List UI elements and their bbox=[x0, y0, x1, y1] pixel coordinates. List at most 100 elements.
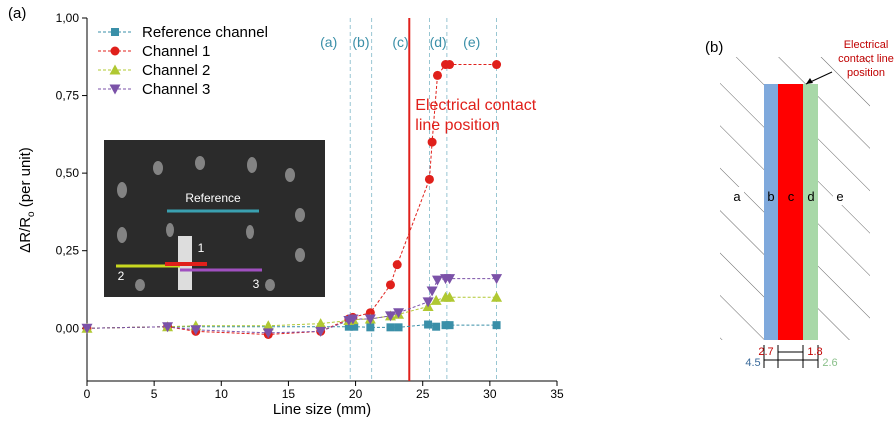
series-line bbox=[86, 278, 497, 334]
legend-label: Channel 2 bbox=[142, 62, 210, 79]
marker bbox=[491, 274, 503, 285]
y-axis-title-tail: (per unit) bbox=[17, 147, 34, 211]
dimension-label: 1.8 bbox=[807, 346, 822, 358]
dimension-label: 4.5 bbox=[745, 357, 760, 369]
x-tick-label: 0 bbox=[84, 387, 91, 401]
arrow-head bbox=[806, 78, 813, 84]
marker bbox=[262, 328, 274, 339]
region-label: (d) bbox=[430, 34, 447, 50]
marker bbox=[430, 294, 442, 305]
marker bbox=[81, 323, 93, 334]
marker bbox=[427, 137, 437, 147]
x-tick-label: 25 bbox=[416, 387, 430, 401]
diagram-annotation: contact line bbox=[838, 53, 894, 65]
label-bg bbox=[833, 187, 847, 205]
inset-label: 1 bbox=[198, 241, 205, 255]
marker bbox=[385, 280, 395, 290]
inset-label: 3 bbox=[253, 277, 260, 291]
marker bbox=[364, 314, 376, 325]
diagram-annotation: Electrical bbox=[844, 39, 889, 51]
x-tick-label: 5 bbox=[151, 387, 158, 401]
inset-background bbox=[104, 140, 325, 297]
inset-photo: Reference 1 2 3 bbox=[104, 140, 325, 297]
y-tick-label: 0,00 bbox=[56, 321, 80, 335]
legend-marker bbox=[109, 64, 121, 75]
marker bbox=[492, 60, 502, 70]
series-line bbox=[86, 64, 497, 335]
region-label: (a) bbox=[320, 34, 337, 50]
marker bbox=[393, 308, 405, 319]
marker bbox=[162, 322, 174, 333]
marker bbox=[492, 321, 501, 330]
inset-label: 2 bbox=[118, 269, 125, 283]
x-tick-label: 35 bbox=[550, 387, 564, 401]
marker bbox=[441, 321, 450, 330]
y-tick-label: 0,25 bbox=[56, 244, 80, 258]
x-tick-label: 10 bbox=[215, 387, 229, 401]
marker bbox=[444, 291, 456, 302]
marker bbox=[384, 311, 396, 322]
y-tick-label: 0,50 bbox=[56, 166, 80, 180]
panel-label: (a) bbox=[8, 5, 26, 22]
region-label: b bbox=[767, 189, 774, 204]
marker bbox=[394, 323, 403, 332]
annotation: line position bbox=[415, 117, 500, 134]
marker bbox=[366, 323, 375, 332]
marker bbox=[315, 318, 327, 329]
marker bbox=[347, 314, 359, 325]
x-tick-label: 20 bbox=[349, 387, 363, 401]
marker bbox=[424, 320, 433, 329]
annotation: Electrical contact bbox=[415, 97, 536, 114]
series-line bbox=[86, 296, 497, 329]
marker bbox=[392, 260, 402, 270]
label-bg bbox=[730, 187, 744, 205]
marker bbox=[424, 174, 434, 184]
legend-marker bbox=[111, 28, 119, 36]
panel-label: (b) bbox=[705, 39, 723, 56]
marker bbox=[315, 326, 327, 337]
legend-label: Reference channel bbox=[142, 24, 268, 41]
y-tick-label: 0,75 bbox=[56, 89, 80, 103]
diagram-annotation: position bbox=[847, 67, 885, 79]
marker bbox=[445, 321, 454, 330]
marker bbox=[432, 70, 442, 80]
dimension-label: 2.7 bbox=[758, 346, 773, 358]
marker bbox=[431, 275, 443, 286]
x-tick-label: 15 bbox=[282, 387, 296, 401]
legend-marker bbox=[110, 46, 120, 56]
y-tick-label: 1,00 bbox=[56, 11, 80, 25]
marker bbox=[350, 322, 359, 331]
y-axis-title: ΔR/Ro (per unit) bbox=[17, 147, 37, 253]
legend-label: Channel 3 bbox=[142, 81, 210, 98]
marker bbox=[491, 291, 503, 302]
marker bbox=[262, 320, 274, 331]
marker bbox=[444, 274, 456, 285]
region-label: (e) bbox=[463, 34, 480, 50]
region-label: a bbox=[733, 189, 741, 204]
marker bbox=[445, 60, 455, 70]
y-axis-title-sub: o bbox=[26, 211, 37, 217]
marker bbox=[432, 322, 441, 331]
region-label: c bbox=[788, 189, 795, 204]
region-label: (c) bbox=[392, 34, 408, 50]
strip-b bbox=[764, 84, 778, 340]
x-tick-label: 30 bbox=[483, 387, 497, 401]
strip-d bbox=[803, 84, 818, 340]
dimension-label: 2.6 bbox=[822, 357, 837, 369]
region-label: (b) bbox=[352, 34, 369, 50]
strip-c bbox=[778, 84, 803, 340]
region-label: e bbox=[836, 189, 843, 204]
marker bbox=[190, 325, 202, 336]
legend-label: Channel 1 bbox=[142, 43, 210, 60]
diagram: a b c d e Electrical contact line positi… bbox=[720, 39, 894, 369]
marker bbox=[386, 323, 395, 332]
marker bbox=[422, 297, 434, 308]
x-axis-title: Line size (mm) bbox=[273, 401, 371, 418]
marker bbox=[426, 286, 438, 297]
y-axis-title-main: ΔR/R bbox=[17, 217, 34, 253]
inset-label: Reference bbox=[185, 191, 241, 205]
marker bbox=[344, 322, 353, 331]
region-label: d bbox=[807, 189, 814, 204]
inset-blobs bbox=[117, 156, 305, 291]
